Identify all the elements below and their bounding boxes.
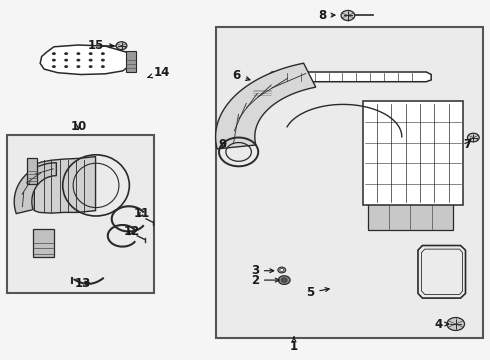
Circle shape [341, 10, 355, 21]
Circle shape [52, 65, 56, 68]
Circle shape [101, 59, 105, 62]
Circle shape [116, 42, 127, 50]
Circle shape [89, 65, 93, 68]
Polygon shape [34, 157, 96, 213]
Circle shape [52, 59, 56, 62]
Text: 8: 8 [318, 9, 335, 22]
Text: 5: 5 [306, 286, 329, 299]
Bar [363, 101, 463, 205]
Circle shape [76, 52, 80, 55]
Bar [216, 27, 483, 338]
Bar [33, 229, 54, 257]
Text: 3: 3 [251, 264, 274, 277]
Text: 15: 15 [88, 39, 114, 52]
Polygon shape [216, 63, 316, 149]
Bar [368, 203, 453, 230]
Bar [27, 158, 37, 184]
Text: 1: 1 [290, 337, 298, 353]
Text: 2: 2 [251, 274, 279, 287]
Circle shape [467, 133, 479, 142]
Text: 12: 12 [123, 225, 140, 238]
Text: 11: 11 [134, 207, 150, 220]
Circle shape [64, 65, 68, 68]
Polygon shape [40, 45, 133, 75]
Circle shape [101, 65, 105, 68]
Circle shape [280, 269, 284, 271]
Bar [7, 135, 154, 293]
Circle shape [89, 52, 93, 55]
Circle shape [64, 52, 68, 55]
Polygon shape [14, 163, 56, 213]
Circle shape [281, 278, 287, 282]
Text: 13: 13 [74, 277, 91, 290]
Text: 9: 9 [219, 138, 227, 150]
Circle shape [278, 276, 290, 284]
Circle shape [101, 52, 105, 55]
Circle shape [76, 59, 80, 62]
Circle shape [278, 267, 286, 273]
Text: 6: 6 [233, 69, 250, 82]
Polygon shape [252, 72, 431, 88]
Text: 4: 4 [435, 318, 449, 330]
Circle shape [447, 318, 465, 330]
Text: 14: 14 [148, 66, 170, 79]
Circle shape [52, 52, 56, 55]
Text: 7: 7 [463, 138, 471, 150]
Bar [126, 51, 136, 72]
Text: 10: 10 [70, 120, 87, 133]
Circle shape [76, 65, 80, 68]
Polygon shape [252, 82, 274, 95]
Circle shape [89, 59, 93, 62]
Circle shape [64, 59, 68, 62]
